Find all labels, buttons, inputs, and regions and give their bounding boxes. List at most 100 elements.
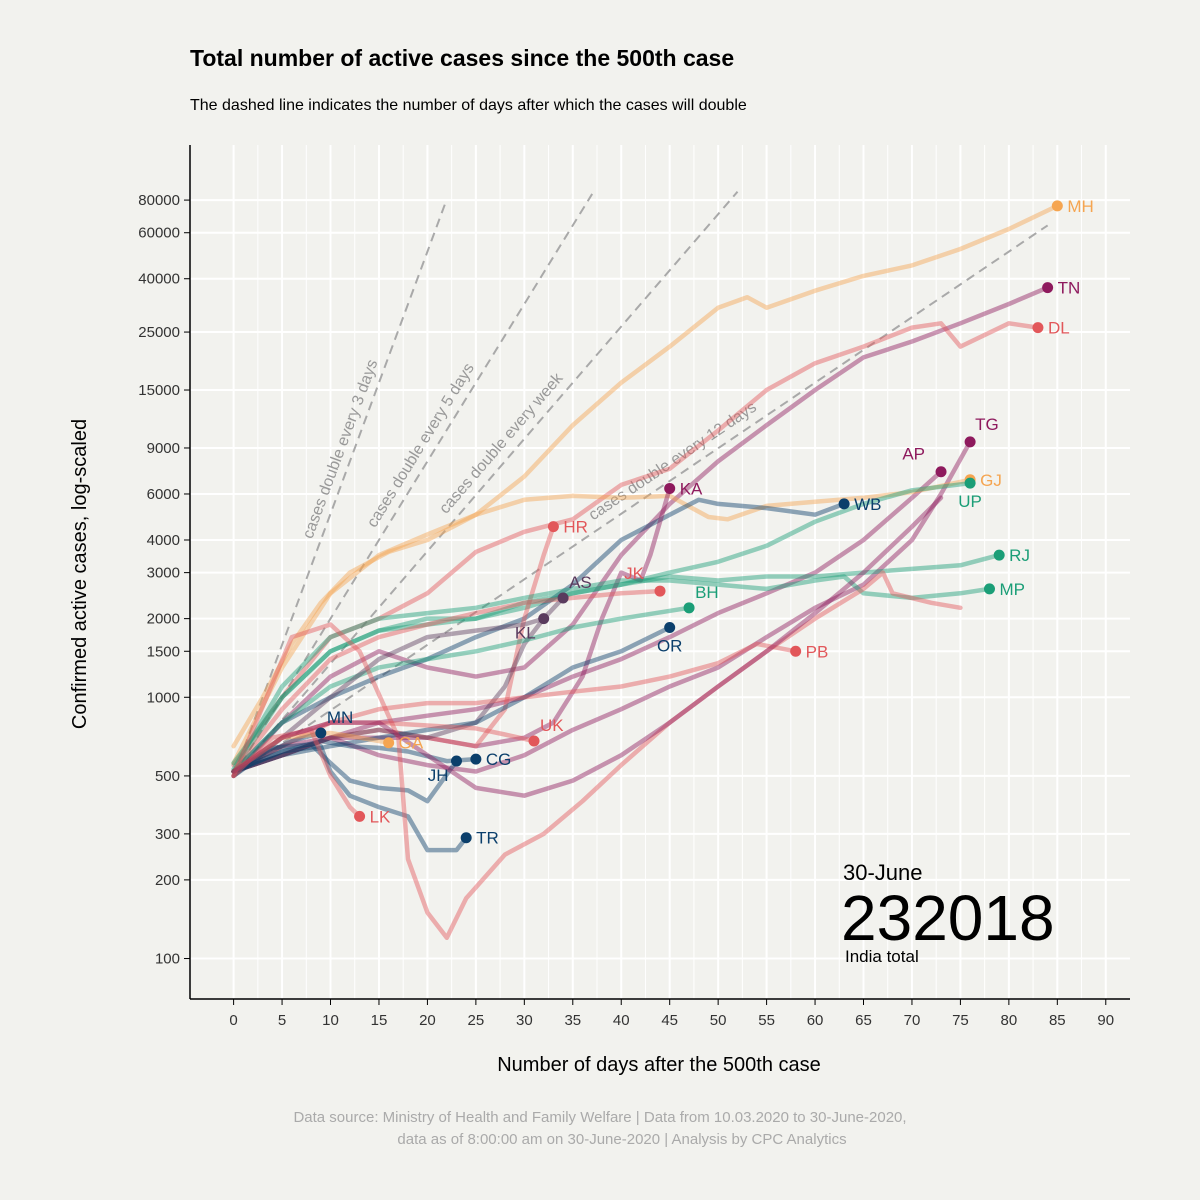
doubling-line bbox=[232, 191, 739, 777]
series-line-mh bbox=[231, 203, 1060, 749]
y-tick-label: 200 bbox=[155, 872, 180, 889]
series-endpoint-tr bbox=[460, 832, 472, 844]
x-axis-title: Number of days after the 500th case bbox=[497, 1054, 821, 1076]
series-label-mh: MH bbox=[1067, 197, 1093, 216]
series-line-pb bbox=[231, 641, 798, 774]
x-ticks: 0 5 10 15 20 25 30 35 40 45 50 55 60 65 70 75 80 85 90 bbox=[229, 999, 1114, 1029]
y-tick-label: 40000 bbox=[138, 271, 180, 288]
series-lines bbox=[231, 203, 1060, 941]
y-tick-label: 80000 bbox=[138, 192, 180, 209]
series-label-ap: AP bbox=[902, 445, 925, 464]
series-line-as bbox=[231, 595, 566, 774]
series-label-up: UP bbox=[958, 492, 982, 511]
series-endpoint-ap bbox=[935, 466, 947, 478]
series-label-hr: HR bbox=[563, 518, 588, 537]
series-line-dl bbox=[231, 321, 1041, 768]
chart-subtitle: The dashed line indicates the number of … bbox=[190, 97, 747, 114]
y-tick-label: 2000 bbox=[147, 611, 180, 628]
y-ticks: 100 200 300 500 1000 1500 2000 3000 4000 6000 9000… bbox=[138, 192, 190, 968]
x-tick-label: 85 bbox=[1049, 1012, 1066, 1029]
series-label-pb: PB bbox=[806, 642, 829, 661]
series-line-uk bbox=[231, 720, 537, 774]
series-endpoint-lk bbox=[354, 810, 366, 822]
x-tick-label: 45 bbox=[661, 1012, 678, 1029]
y-tick-label: 15000 bbox=[138, 382, 180, 399]
y-tick-label: 9000 bbox=[147, 440, 180, 457]
series-label-bh: BH bbox=[695, 583, 719, 602]
series-line-cg bbox=[231, 738, 479, 774]
doubling-line bbox=[232, 198, 448, 777]
series-endpoint-as bbox=[557, 592, 569, 604]
series-endpoint-hr bbox=[547, 521, 559, 533]
series-label-tr: TR bbox=[476, 829, 499, 848]
series-label-uk: UK bbox=[540, 716, 564, 735]
series-endpoint-tn bbox=[1042, 282, 1054, 294]
series-label-gj: GJ bbox=[980, 471, 1002, 490]
series-endpoint-rj bbox=[993, 549, 1005, 561]
chart-title: Total number of active cases since the 5… bbox=[190, 45, 734, 71]
series-endpoint-kl bbox=[538, 613, 550, 625]
series-label-jk: JK bbox=[624, 564, 645, 583]
x-tick-label: 30 bbox=[516, 1012, 533, 1029]
series-label-jh: JH bbox=[428, 766, 449, 785]
series-line-ga bbox=[231, 730, 391, 774]
series-endpoint-tg bbox=[964, 436, 976, 448]
y-tick-label: 4000 bbox=[147, 532, 180, 549]
x-tick-label: 60 bbox=[807, 1012, 824, 1029]
series-label-lk: LK bbox=[370, 807, 391, 826]
series-endpoint-wb bbox=[838, 498, 850, 510]
x-tick-label: 35 bbox=[564, 1012, 581, 1029]
doubling-line-label: cases double every 5 days bbox=[364, 360, 478, 530]
series-line-mn bbox=[231, 730, 324, 779]
series-label-kl: KL bbox=[515, 624, 536, 643]
series-endpoint-mp bbox=[983, 583, 995, 595]
series-endpoints: MH TN DL TG AP GJ UP WB KA HR RJ MP AS JK BH KL OR PB UK CG… bbox=[315, 197, 1094, 848]
series-line-lk bbox=[231, 727, 362, 819]
series-line-kl bbox=[231, 616, 546, 779]
series-line-jk bbox=[231, 588, 663, 774]
series-line bbox=[231, 495, 944, 798]
series-label-mp: MP bbox=[999, 580, 1025, 599]
series-label-wb: WB bbox=[854, 495, 881, 514]
series-endpoint-mn bbox=[315, 727, 327, 739]
y-tick-label: 25000 bbox=[138, 324, 180, 341]
series-endpoint-ka bbox=[664, 482, 676, 494]
series-line-wb bbox=[231, 497, 847, 774]
y-tick-label: 3000 bbox=[147, 565, 180, 582]
x-tick-label: 20 bbox=[419, 1012, 436, 1029]
caption-line-2: data as of 8:00:00 am on 30-June-2020 | … bbox=[397, 1131, 846, 1148]
series-line-rj bbox=[231, 552, 1002, 766]
series-label-ga: GA bbox=[399, 734, 424, 753]
doubling-line bbox=[233, 224, 1049, 777]
series-line-tr bbox=[231, 743, 469, 853]
series-endpoint-pb bbox=[790, 645, 802, 657]
series-endpoint-dl bbox=[1032, 322, 1044, 334]
series-line-or bbox=[231, 625, 672, 774]
x-tick-label: 25 bbox=[468, 1012, 485, 1029]
series-label-tg: TG bbox=[975, 415, 999, 434]
annotation-date: 30-June bbox=[843, 860, 923, 885]
series-label-tn: TN bbox=[1058, 279, 1081, 298]
series-label-mn: MN bbox=[327, 708, 353, 727]
y-tick-label: 300 bbox=[155, 826, 180, 843]
axes bbox=[189, 145, 1130, 1000]
y-tick-label: 60000 bbox=[138, 225, 180, 242]
x-tick-label: 75 bbox=[952, 1012, 969, 1029]
series-endpoint-or bbox=[664, 621, 676, 633]
series-line-tg bbox=[231, 439, 973, 774]
plot-grid bbox=[190, 145, 1130, 999]
x-tick-label: 65 bbox=[855, 1012, 872, 1029]
series-label-dl: DL bbox=[1048, 319, 1070, 338]
series-line-ka bbox=[231, 486, 672, 774]
x-tick-label: 90 bbox=[1097, 1012, 1114, 1029]
series-endpoint-jk bbox=[654, 585, 666, 597]
x-tick-label: 15 bbox=[371, 1012, 388, 1029]
y-tick-label: 100 bbox=[155, 951, 180, 968]
y-tick-label: 500 bbox=[155, 768, 180, 785]
series-endpoint-bh bbox=[683, 602, 695, 614]
y-tick-label: 1000 bbox=[147, 689, 180, 706]
series-line-jh bbox=[231, 742, 459, 804]
series-line-up bbox=[231, 480, 973, 774]
y-axis-title: Confirmed active cases, log-scaled bbox=[69, 419, 91, 729]
x-tick-label: 0 bbox=[229, 1012, 237, 1029]
